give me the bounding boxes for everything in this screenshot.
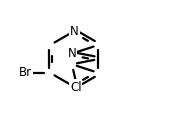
Text: Br: Br bbox=[19, 66, 32, 79]
Text: N: N bbox=[68, 47, 76, 60]
Text: Cl: Cl bbox=[70, 81, 82, 94]
Text: N: N bbox=[70, 80, 79, 93]
Text: N: N bbox=[70, 25, 79, 38]
